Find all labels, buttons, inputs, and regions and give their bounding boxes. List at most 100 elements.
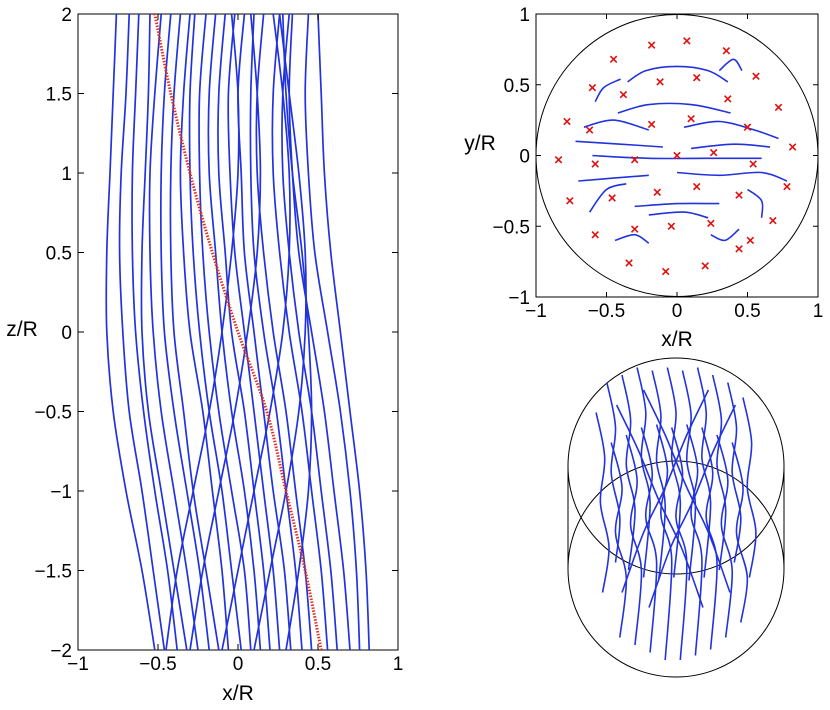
- field-line: [165, 13, 240, 651]
- left-highlight-line: [153, 13, 323, 651]
- field-line: [159, 13, 211, 651]
- cylinder-field-line: [615, 404, 704, 608]
- field-line: [227, 13, 281, 651]
- x-marker: [735, 245, 743, 253]
- cross-section-line: [648, 211, 709, 219]
- cylinder-field-line: [640, 427, 658, 653]
- cross-section-line: [578, 174, 649, 182]
- x-tick-label: −1: [525, 301, 547, 322]
- cross-section-line: [718, 58, 743, 72]
- top-right-panel: −1 −0.5 0 0.5 1 −1 −0.5 0 0.5 1 x/R y/R: [464, 5, 823, 351]
- cylinder-field-line: [681, 370, 697, 581]
- cylinder-field-line: [595, 412, 610, 593]
- cylinder-field-line: [606, 382, 621, 563]
- cross-section-line: [627, 65, 729, 83]
- y-tick-label: −2: [50, 641, 72, 662]
- x-marker: [692, 73, 701, 82]
- field-line: [105, 13, 156, 651]
- cross-section-line: [747, 188, 764, 218]
- y-tick-label: −1: [50, 482, 72, 503]
- field-line: [317, 13, 371, 651]
- x-tick-label: 0: [233, 654, 244, 675]
- x-marker: [735, 191, 743, 199]
- left-y-ticks: −2 −1.5 −1 −0.5 0 0.5 1 1.5 2: [34, 5, 398, 662]
- x-marker: [585, 126, 594, 134]
- cross-section-line: [634, 202, 720, 208]
- field-line: [288, 13, 351, 651]
- field-line: [140, 13, 188, 651]
- cross-section-line: [614, 233, 650, 244]
- y-tick-label: 1: [61, 164, 72, 185]
- left-x-axis-label: x/R: [222, 682, 254, 705]
- cross-section-line: [575, 140, 663, 148]
- cross-section-line: [691, 143, 771, 150]
- x-tick-label: 1: [393, 654, 404, 675]
- x-marker: [746, 236, 755, 245]
- x-marker: [752, 72, 760, 81]
- left-panel: −1 −0.5 0 0.5 1 −2 −1.5 −1 −0.5 0 0.5 1 1.5 2 x/R z/…: [6, 5, 403, 705]
- cross-section-lines: [575, 58, 788, 244]
- cylinder-field-line: [625, 434, 643, 646]
- x-marker: [619, 90, 628, 99]
- x-tick-label: 1: [813, 301, 824, 322]
- cross-section-line: [710, 228, 740, 242]
- cross-section-line: [592, 154, 762, 160]
- y-tick-label: 0.5: [504, 76, 530, 97]
- field-line: [281, 13, 339, 651]
- x-marker: [656, 78, 664, 86]
- field-line: [131, 13, 179, 651]
- x-tick-label: −1: [67, 654, 89, 675]
- field-line: [253, 13, 307, 651]
- y-tick-label: −1: [508, 288, 530, 309]
- y-tick-label: 2: [61, 5, 72, 26]
- cylinder-top-disk: [567, 357, 785, 575]
- cylinder-field-line: [701, 427, 718, 650]
- cylinder-field-line: [655, 424, 673, 661]
- x-marker: [630, 225, 639, 233]
- top-right-x-axis-label: x/R: [661, 328, 693, 351]
- x-marker: [588, 83, 597, 92]
- field-line: [169, 13, 220, 651]
- x-marker: [723, 95, 732, 103]
- top-right-x-ticks: −1 −0.5 0 0.5 1: [525, 14, 823, 322]
- x-tick-label: 0: [672, 301, 683, 322]
- top-right-y-ticks: −1 −0.5 0 0.5 1: [492, 5, 818, 309]
- cross-section-line: [583, 119, 650, 131]
- cross-section-line: [588, 183, 627, 213]
- field-line: [189, 13, 262, 651]
- x-marker: [788, 143, 797, 151]
- x-marker: [673, 151, 681, 160]
- x-marker: [701, 262, 709, 270]
- field-line: [271, 13, 329, 651]
- field-line: [221, 13, 291, 651]
- y-tick-label: −1.5: [34, 562, 72, 583]
- x-marker: [709, 148, 718, 157]
- x-marker: [591, 230, 599, 239]
- y-tick-label: 0: [61, 323, 72, 344]
- cylinder-field-line: [716, 434, 734, 638]
- cylinder-field-line: [651, 370, 667, 581]
- x-marker: [749, 160, 757, 168]
- cylinder-field-line: [621, 374, 636, 571]
- x-marker: [591, 160, 599, 168]
- field-line: [207, 13, 262, 651]
- field-line: [304, 13, 361, 651]
- x-marker: [566, 197, 574, 205]
- y-tick-label: 1.5: [46, 85, 72, 106]
- field-line: [281, 13, 313, 651]
- x-marker: [653, 188, 662, 197]
- x-marker: [625, 259, 633, 267]
- x-tick-label: 0.5: [305, 654, 331, 675]
- cross-section-markers: [554, 37, 797, 276]
- x-marker: [683, 37, 691, 45]
- x-marker: [774, 103, 783, 112]
- x-marker: [783, 182, 791, 191]
- top-right-y-axis-label: y/R: [464, 132, 496, 155]
- highlight-line: [153, 13, 323, 651]
- cylinder-panel: [567, 357, 785, 678]
- field-line: [198, 13, 252, 651]
- field-line: [179, 13, 230, 651]
- cross-section-line: [617, 102, 731, 114]
- x-tick-label: −0.5: [139, 654, 177, 675]
- x-marker: [647, 120, 656, 129]
